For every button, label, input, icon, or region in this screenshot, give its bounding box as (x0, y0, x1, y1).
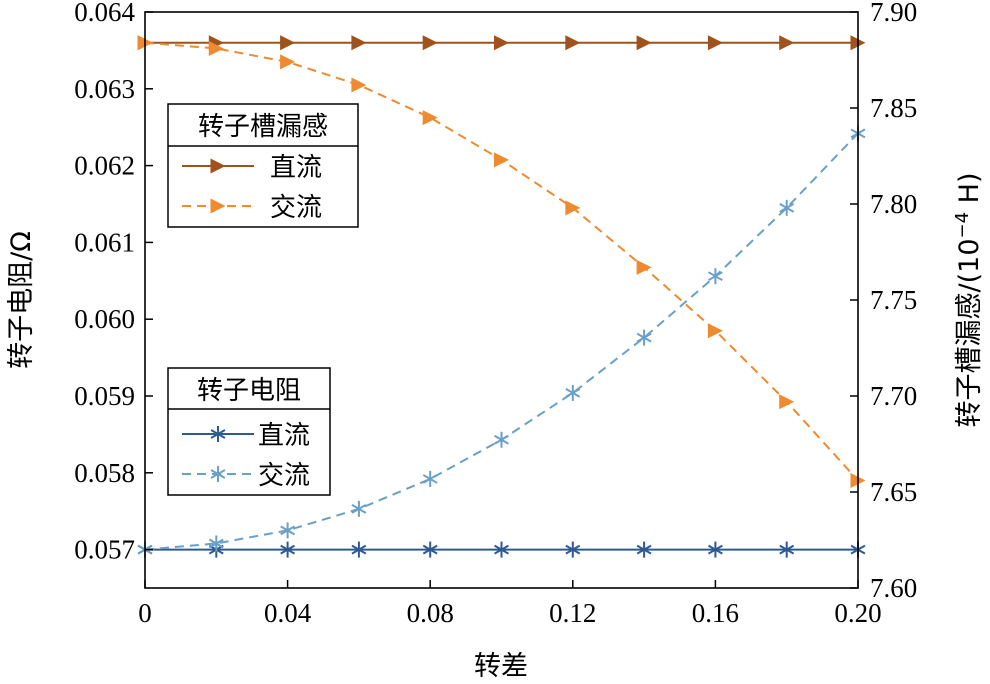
y-axis-right-label-suffix: H) (954, 173, 985, 212)
point-inductance-dc-3 (351, 35, 367, 51)
y-left-tick-label-7: 0.064 (74, 0, 135, 27)
legend-inductance: 转子槽漏感 直流 交流 (167, 103, 359, 228)
point-inductance-dc-4 (422, 35, 438, 51)
y-right-tick-label-6: 7.90 (870, 0, 917, 27)
y-right-tick-label-1: 7.65 (870, 477, 917, 507)
y-axis-right-label-exponent: −4 (952, 212, 973, 239)
leg-res-0-marker (210, 426, 226, 442)
legend-resistance-ac-sample (182, 466, 254, 482)
leg-res-1-marker (210, 466, 226, 482)
legend-inductance-title: 转子槽漏感 (198, 112, 328, 142)
point-inductance-dc-7 (636, 35, 652, 51)
x-tick-label-0: 0 (138, 598, 152, 628)
x-axis-label: 转差 (474, 651, 528, 682)
legend-inductance-dc-sample (182, 158, 254, 174)
point-inductance-ac-1 (208, 40, 224, 56)
point-inductance-ac-5 (494, 152, 509, 168)
y-axis-right-label: 转子槽漏感/(10−4 H) (952, 173, 985, 428)
y-axis-right-label-main: 转子槽漏感/(10 (954, 238, 985, 427)
series-inductance-ac (137, 35, 866, 488)
point-resistance-ac-3 (351, 500, 367, 517)
point-inductance-ac-3 (351, 77, 367, 93)
point-resistance-ac-5 (494, 431, 509, 448)
point-resistance-dc-7 (636, 541, 652, 558)
leg-ind-1-marker (210, 198, 226, 214)
point-resistance-dc-2 (280, 541, 296, 558)
point-inductance-ac-4 (422, 110, 438, 126)
x-tick-label-1: 0.04 (264, 598, 312, 628)
point-resistance-ac-7 (636, 329, 652, 346)
tick-layer: 0 0.04 0.08 0.12 0.16 0.20 0.057 0.058 0.059 0.06… (74, 0, 917, 628)
y-left-tick-label-5: 0.062 (74, 151, 135, 181)
y-right-tick-label-2: 7.70 (870, 381, 917, 411)
legend-resistance-dc-label: 直流 (258, 421, 310, 451)
x-tick-label-3: 0.12 (549, 598, 596, 628)
y-left-tick-label-2: 0.059 (74, 381, 135, 411)
legend-inductance-dc-label: 直流 (270, 153, 322, 183)
point-inductance-ac-6 (565, 200, 581, 216)
point-resistance-dc-6 (565, 541, 581, 558)
y-left-tick-label-3: 0.060 (74, 304, 135, 334)
point-inductance-dc-8 (707, 35, 723, 51)
point-inductance-ac-2 (280, 54, 296, 70)
legend-resistance-ac-label: 交流 (258, 461, 310, 491)
point-resistance-dc-3 (351, 541, 367, 558)
y-axis-left-label: 转子电阻/Ω (6, 231, 37, 369)
point-resistance-ac-8 (707, 268, 723, 285)
y-left-tick-label-1: 0.058 (74, 458, 135, 488)
point-inductance-ac-7 (636, 259, 652, 275)
point-resistance-dc-4 (422, 541, 438, 558)
point-resistance-ac-2 (280, 522, 296, 539)
y-left-tick-label-0: 0.057 (74, 535, 135, 565)
legend-inductance-ac-label: 交流 (270, 193, 322, 223)
point-inductance-dc-6 (565, 35, 581, 51)
point-resistance-ac-6 (565, 384, 581, 401)
series-layer (137, 35, 866, 558)
x-tick-label-2: 0.08 (407, 598, 454, 628)
point-inductance-dc-9 (779, 35, 795, 51)
point-inductance-ac-8 (707, 323, 723, 339)
y-right-tick-label-4: 7.80 (870, 189, 917, 219)
point-resistance-dc-8 (707, 541, 723, 558)
y-left-tick-label-4: 0.061 (74, 227, 135, 257)
legend-resistance-dc-sample (182, 426, 254, 442)
legend-resistance-title: 转子电阻 (197, 376, 301, 406)
series-inductance-dc (137, 35, 866, 51)
point-inductance-dc-2 (280, 35, 296, 51)
y-right-tick-label-3: 7.75 (870, 285, 917, 315)
point-resistance-dc-5 (494, 541, 509, 558)
x-tick-label-5: 0.20 (834, 598, 881, 628)
series-resistance-ac (137, 125, 866, 558)
leg-ind-0-marker (210, 158, 226, 174)
y-right-tick-label-5: 7.85 (870, 93, 917, 123)
point-resistance-ac-4 (422, 470, 438, 487)
point-inductance-dc-5 (494, 35, 509, 51)
point-resistance-ac-9 (779, 199, 795, 216)
point-inductance-ac-9 (779, 394, 795, 410)
point-resistance-dc-9 (779, 541, 795, 558)
legend-resistance: 转子电阻 直流 交流 (167, 367, 331, 496)
y-left-tick-label-6: 0.063 (74, 74, 135, 104)
x-tick-label-4: 0.16 (692, 598, 739, 628)
point-resistance-ac-1 (208, 535, 224, 552)
y-right-tick-label-0: 7.60 (870, 573, 917, 603)
legend-inductance-ac-sample (182, 198, 254, 214)
